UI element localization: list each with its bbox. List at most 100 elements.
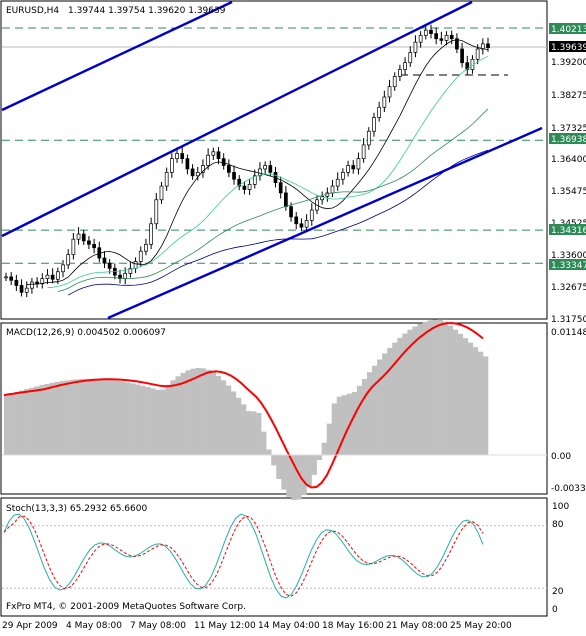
macd-histogram-bar (190, 368, 196, 455)
macd-histogram-bar (130, 383, 136, 455)
macd-histogram-bar (422, 321, 428, 455)
macd-histogram-bar (19, 390, 25, 455)
macd-tick: 0.01148 (551, 328, 586, 338)
macd-histogram-bar (387, 347, 393, 455)
macd-histogram-bar (361, 378, 368, 455)
candle-body (144, 243, 148, 252)
candle-body (382, 96, 387, 108)
macd-histogram-bar (271, 455, 277, 466)
candle-body (45, 274, 50, 279)
macd-histogram-bar (104, 379, 111, 455)
macd-histogram-bar (417, 323, 423, 455)
time-label: 18 May 16:00 (322, 621, 384, 631)
level-badge-text: 1.34316 (551, 226, 586, 236)
macd-histogram-bar (472, 347, 479, 455)
macd-histogram-bar (119, 381, 126, 455)
candle-body (398, 69, 402, 77)
candle-body (50, 274, 55, 280)
price-tick: 1.38275 (551, 91, 586, 101)
candle-body (227, 165, 231, 173)
candle-body (252, 175, 257, 185)
candle-body (356, 158, 361, 170)
candle-body (61, 264, 65, 273)
candle-body (185, 158, 190, 170)
copyright-label: FxPro MT4, © 2001-2009 MetaQuotes Softwa… (6, 602, 246, 612)
ma-slow-line (57, 108, 489, 292)
candle-body (242, 185, 247, 190)
candle-body (9, 276, 14, 281)
candle-body (284, 192, 288, 207)
candle-body (444, 34, 449, 41)
candle-body (149, 223, 153, 245)
price-tick: 1.36400 (551, 155, 586, 165)
candle-body (258, 168, 262, 177)
candle-body (128, 267, 133, 274)
macd-signal-line (3, 322, 484, 489)
macd-histogram-bar (225, 385, 232, 455)
macd-histogram-bar (220, 380, 227, 455)
candle-body (486, 43, 490, 48)
candle-body (475, 48, 480, 60)
macd-histogram-bar (44, 383, 50, 455)
candle-body (76, 233, 81, 240)
macd-histogram-bar (160, 389, 166, 455)
level-badge-bg (549, 23, 586, 34)
candle-body (289, 206, 293, 218)
price-tick: 1.35475 (551, 187, 586, 197)
macd-histogram-bar (89, 378, 96, 455)
macd-histogram-bar (185, 370, 191, 455)
macd-axis: 0.01148 0.00 -0.00334 (551, 328, 586, 494)
candle-body (335, 178, 340, 187)
candle-body (299, 223, 304, 228)
candle-body (278, 182, 283, 194)
macd-histogram-bar (402, 333, 408, 455)
macd-histogram-bar (452, 329, 459, 455)
macd-histogram-bar (175, 376, 181, 455)
price-tick: 1.31750 (551, 315, 586, 325)
macd-histogram-bar (150, 388, 156, 455)
candle-body (294, 216, 299, 225)
candle-body (263, 165, 267, 170)
candle-body (465, 62, 470, 70)
macd-histogram-bar (135, 384, 141, 455)
candle-body (392, 76, 397, 88)
stoch-panel[interactable] (0, 497, 548, 617)
candle-body (55, 271, 60, 280)
candle-body (154, 199, 159, 225)
macd-histogram-bar (437, 319, 443, 455)
macd-histogram-bar (125, 382, 131, 455)
channel-upper-line (1, 0, 233, 112)
main-chart-panel[interactable] (0, 0, 548, 320)
candle-body (66, 254, 71, 266)
price-tick: 1.39200 (551, 58, 586, 68)
time-axis: 29 Apr 2009 4 May 08:00 7 May 08:00 11 M… (2, 621, 512, 631)
macd-label: MACD(12,26,9) 0.004502 0.006097 (6, 328, 166, 338)
candle-body (418, 34, 423, 43)
candle-body (232, 172, 236, 180)
macd-histogram-bar (276, 455, 282, 480)
macd-histogram-bar (266, 449, 272, 455)
macd-histogram-bar (341, 395, 348, 455)
candle-body (123, 273, 128, 279)
macd-histogram-bar (296, 455, 302, 500)
macd-histogram-bar (200, 368, 206, 455)
macd-histogram-bar (4, 395, 10, 455)
macd-histogram-bar (286, 455, 292, 497)
macd-histogram-bar (291, 455, 297, 501)
macd-histogram-bar (195, 368, 201, 455)
ma-long-line (68, 149, 489, 296)
level-badge-text: 1.36938 (551, 135, 586, 145)
candle-body (206, 154, 210, 166)
price-tick: 1.37325 (551, 124, 586, 134)
main-chart-content (1, 0, 547, 320)
time-label: 25 May 20:00 (450, 621, 512, 631)
candle-body (71, 238, 76, 255)
macd-histogram-bar (477, 351, 484, 455)
candle-body (361, 144, 366, 160)
candle-body (346, 165, 350, 173)
candle-body (107, 262, 112, 269)
stoch-tick: 0 (552, 605, 558, 615)
macd-histogram-bar (382, 353, 388, 455)
macd-histogram-bar (210, 372, 217, 455)
